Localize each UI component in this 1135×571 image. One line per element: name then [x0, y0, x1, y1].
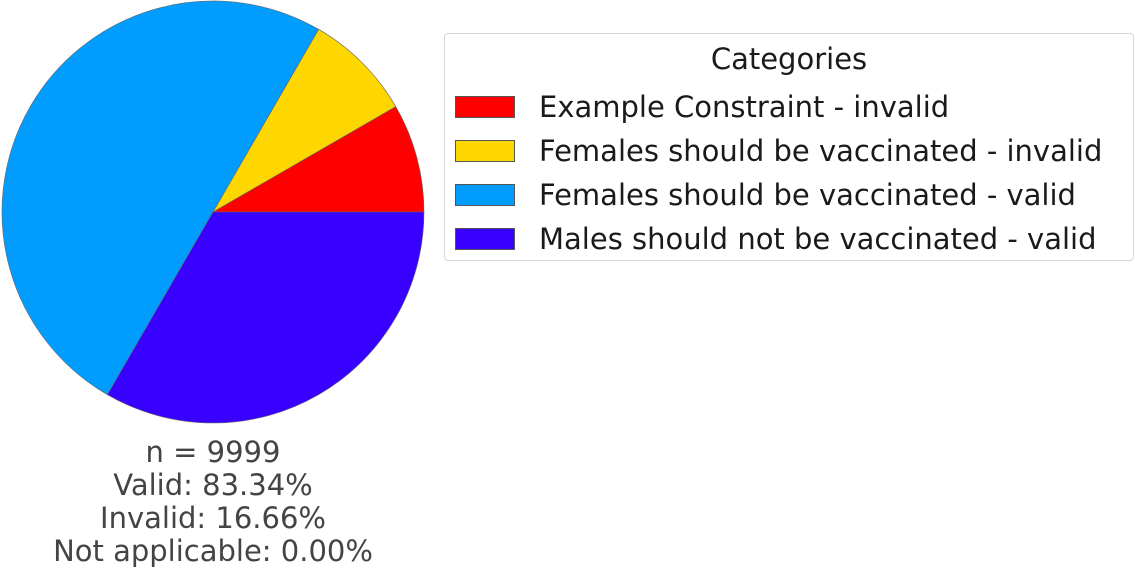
legend-item-example-constraint-invalid: Example Constraint - invalid	[455, 85, 1133, 129]
pie-slice-females-should-be-vaccinated-valid	[1, 0, 319, 396]
legend-item-males-not-vaccinated-valid: Males should not be vaccinated - valid	[455, 217, 1133, 261]
legend-swatch	[455, 184, 515, 206]
legend-swatch	[455, 96, 515, 118]
stat-valid: Valid: 83.34%	[113, 468, 313, 502]
legend-swatch	[455, 140, 515, 162]
legend-swatch	[455, 228, 515, 250]
pie-slice-females-should-be-vaccinated-invalid	[212, 28, 397, 213]
stat-not-applicable: Not applicable: 0.00%	[53, 534, 373, 568]
legend-list: Example Constraint - invalid Females sho…	[455, 85, 1133, 261]
legend-item-females-vaccinated-invalid: Females should be vaccinated - invalid	[455, 129, 1133, 173]
pie-slice-males-should-not-be-vaccinated-valid	[107, 211, 425, 424]
pie-slice-example-constraint-invalid	[211, 106, 425, 213]
legend-label: Example Constraint - invalid	[539, 90, 950, 124]
legend-label: Males should not be vaccinated - valid	[539, 222, 1097, 256]
legend-label: Females should be vaccinated - invalid	[539, 134, 1103, 168]
legend-label: Females should be vaccinated - valid	[539, 178, 1076, 212]
stat-invalid: Invalid: 16.66%	[100, 501, 326, 535]
legend-title: Categories	[710, 42, 868, 76]
legend-item-females-vaccinated-valid: Females should be vaccinated - valid	[455, 173, 1133, 217]
summary-stats: n = 9999 Valid: 83.34% Invalid: 16.66% N…	[0, 436, 426, 568]
stat-n: n = 9999	[145, 435, 281, 469]
legend: Categories Example Constraint - invalid …	[444, 33, 1134, 261]
